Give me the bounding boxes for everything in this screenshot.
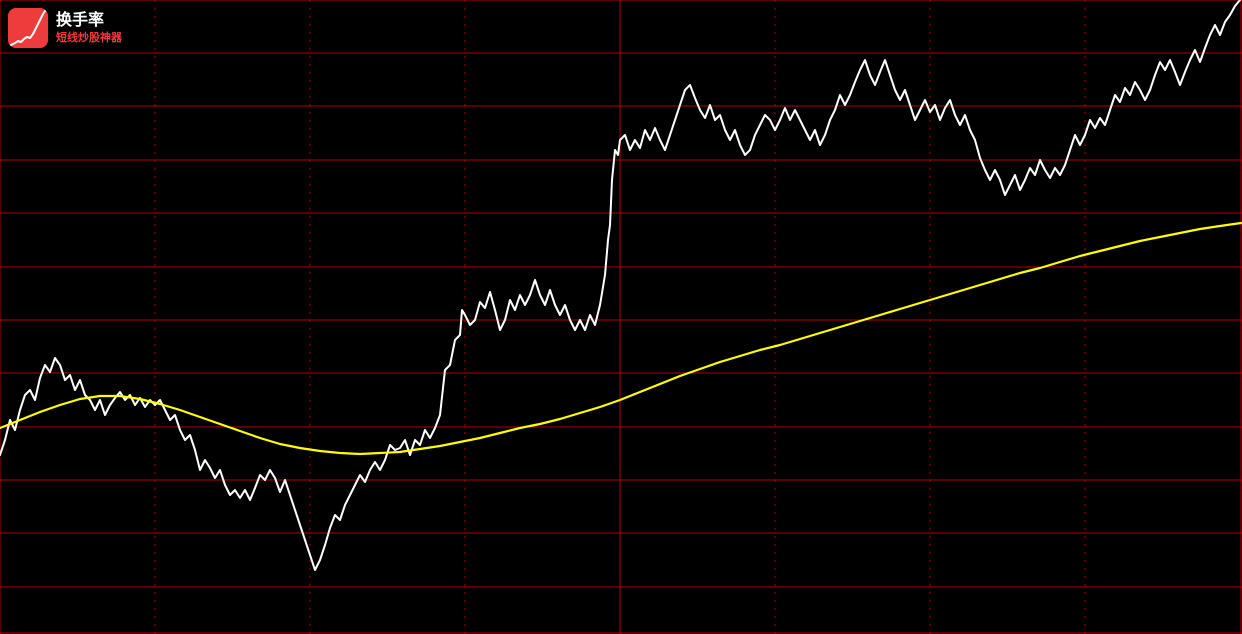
stock-chart[interactable]: 换手率 短线炒股神器: [0, 0, 1242, 634]
chart-canvas: [0, 0, 1242, 634]
chart-background: [0, 0, 1242, 634]
